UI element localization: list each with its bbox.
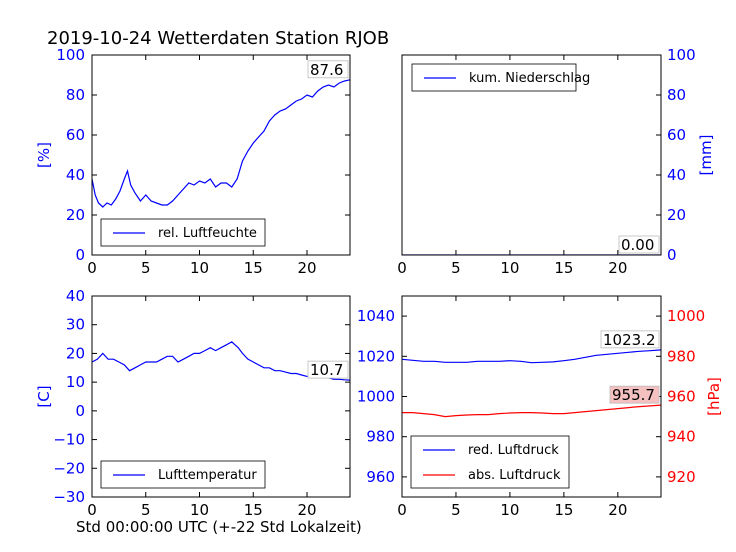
y-tick-label: −20 xyxy=(53,459,85,477)
figure-title: 2019-10-24 Wetterdaten Station RJOB xyxy=(47,28,389,49)
x-tick-label: 20 xyxy=(297,259,316,277)
x-tick-label: 0 xyxy=(87,259,97,277)
panel-top-right: 0 5 10 15 20 0 20 40 60 80 100 [mm] 0.00 kum. Nieders… xyxy=(397,46,715,277)
y-tick-label: −30 xyxy=(53,488,85,506)
plot-frame xyxy=(401,295,662,498)
panel-bottom-left: 0 5 10 15 20 −30 −20 −10 0 10 20 30 40 [C] 10.7 Lufttem… xyxy=(35,287,351,519)
y-tick-label: 80 xyxy=(667,86,686,104)
y-tick-label: 0 xyxy=(667,246,677,264)
y-tick-label: 60 xyxy=(66,126,85,144)
x-tick-label: 0 xyxy=(397,259,407,277)
y-tick-label: 10 xyxy=(66,373,85,391)
value-label-box xyxy=(307,360,349,379)
y-tick-label: 40 xyxy=(66,287,85,305)
value-label-box xyxy=(609,385,660,404)
x-tick-label: 5 xyxy=(141,259,151,277)
x-tick-label: 0 xyxy=(397,501,407,519)
legend: Lufttemperatur xyxy=(100,460,266,489)
plot-frame xyxy=(91,295,351,498)
legend: kum. Niederschlag xyxy=(411,63,590,92)
x-axis-label: Std 00:00:00 UTC (+-22 Std Lokalzeit) xyxy=(76,518,362,536)
value-label-box xyxy=(618,235,660,254)
x-tick-label: 5 xyxy=(141,501,151,519)
plot-frame xyxy=(401,54,662,256)
y-tick-label-right: 980 xyxy=(667,347,696,365)
x-tick-label: 10 xyxy=(500,501,519,519)
x-tick-label: 20 xyxy=(608,501,627,519)
series-line xyxy=(402,404,661,418)
y-tick-label: 30 xyxy=(66,316,85,334)
plot-lines xyxy=(402,349,661,418)
legend-label: red. Luftdruck xyxy=(468,443,559,458)
x-tick-label: 10 xyxy=(190,259,209,277)
y-tick-label-right: 960 xyxy=(667,388,696,406)
legend-label: rel. Luftfeuchte xyxy=(158,226,257,241)
y-tick-label: 980 xyxy=(366,428,395,446)
value-label: 87.6 xyxy=(310,61,343,79)
legend-box xyxy=(410,435,570,489)
y-tick-label: 80 xyxy=(66,86,85,104)
panel-bottom-right: 0 5 10 15 20 960 980 1000 1020 1040 920 940 960 980 10… xyxy=(357,295,723,519)
y-tick-label: 0 xyxy=(75,402,85,420)
value-label-box xyxy=(600,330,660,349)
x-tick-label: 10 xyxy=(500,259,519,277)
y-tick-label: 1040 xyxy=(357,307,395,325)
value-label: 1023.2 xyxy=(603,331,656,349)
y-tick-label: 960 xyxy=(366,468,395,486)
x-tick-label: 20 xyxy=(608,259,627,277)
x-tick-label: 15 xyxy=(554,259,573,277)
x-tick-label: 5 xyxy=(451,259,461,277)
y-tick-label: 20 xyxy=(66,344,85,362)
y-tick-label-right: 940 xyxy=(667,428,696,446)
y-tick-label: 0 xyxy=(75,246,85,264)
series-line xyxy=(402,349,661,364)
y-tick-label: 40 xyxy=(66,166,85,184)
y-tick-label: 20 xyxy=(66,206,85,224)
x-tick-label: 15 xyxy=(554,501,573,519)
y-axis-label: [C] xyxy=(35,385,53,407)
x-tick-label: 10 xyxy=(190,501,209,519)
plot-lines xyxy=(92,341,350,381)
y-tick-label: 1020 xyxy=(357,347,395,365)
y-tick-label: 20 xyxy=(667,206,686,224)
value-label: 10.7 xyxy=(310,361,343,379)
series-line xyxy=(92,341,350,381)
x-tick-label: 15 xyxy=(244,259,263,277)
y-axis-label: [%] xyxy=(35,142,53,168)
legend-label: kum. Niederschlag xyxy=(469,71,590,86)
y-tick-label: 100 xyxy=(667,46,696,64)
value-label-box xyxy=(307,60,349,79)
legend: red. Luftdruck abs. Luftdruck xyxy=(410,435,570,489)
y-tick-label: 60 xyxy=(667,126,686,144)
y-tick-label: −10 xyxy=(53,431,85,449)
y-tick-label: 100 xyxy=(56,46,85,64)
y-tick-label-right: 920 xyxy=(667,468,696,486)
x-tick-label: 20 xyxy=(297,501,316,519)
value-label: 0.00 xyxy=(621,236,654,254)
legend-label: abs. Luftdruck xyxy=(468,468,561,483)
y-tick-label-right: 1000 xyxy=(667,307,705,325)
series-line xyxy=(92,79,350,208)
plot-lines xyxy=(92,79,350,208)
legend: rel. Luftfeuchte xyxy=(100,218,266,247)
plot-frame xyxy=(91,54,351,256)
panel-top-left: 0 5 10 15 20 0 20 40 60 80 100 [%] 87.6 rel. Luftfeuc… xyxy=(35,46,351,277)
y-axis-label: [mm] xyxy=(697,135,715,176)
x-tick-label: 0 xyxy=(87,501,97,519)
y-axis-label-right: [hPa] xyxy=(705,377,723,416)
legend-label: Lufttemperatur xyxy=(158,468,257,483)
y-tick-label: 40 xyxy=(667,166,686,184)
y-tick-label: 1000 xyxy=(357,388,395,406)
value-label: 955.7 xyxy=(612,386,655,404)
x-tick-label: 5 xyxy=(451,501,461,519)
x-tick-label: 15 xyxy=(244,501,263,519)
